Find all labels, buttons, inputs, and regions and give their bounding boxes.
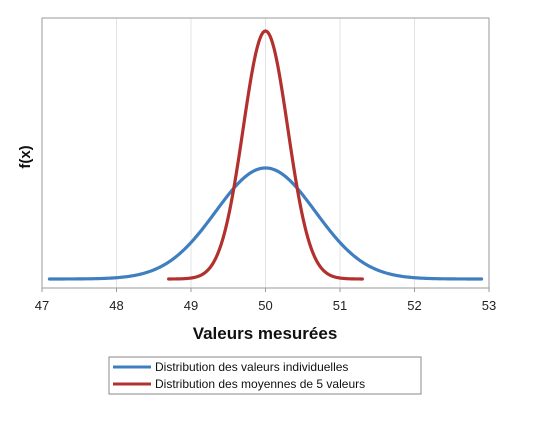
legend-box (108, 356, 422, 395)
legend-label-individual: Distribution des valeurs individuelles (155, 360, 348, 374)
legend-label-means: Distribution des moyennes de 5 valeurs (155, 377, 365, 391)
series-line-individual-values (47, 166, 484, 281)
series-layer (47, 29, 484, 281)
x-tick-label-51: 51 (333, 298, 347, 313)
y-axis-title: f(x) (17, 145, 34, 168)
x-tick-label-47: 47 (35, 298, 49, 313)
grid-layer (41, 18, 490, 288)
x-axis-ticks: 47 48 49 50 51 52 53 (35, 288, 496, 313)
x-tick-label-52: 52 (407, 298, 421, 313)
x-tick-label-53: 53 (482, 298, 496, 313)
x-tick-label-49: 49 (184, 298, 198, 313)
x-tick-label-50: 50 (258, 298, 272, 313)
legend: Distribution des valeurs individuelles D… (108, 356, 422, 395)
x-axis-title: Valeurs mesurées (193, 324, 338, 343)
x-tick-label-48: 48 (109, 298, 123, 313)
series-line-means-of-5 (167, 29, 364, 281)
